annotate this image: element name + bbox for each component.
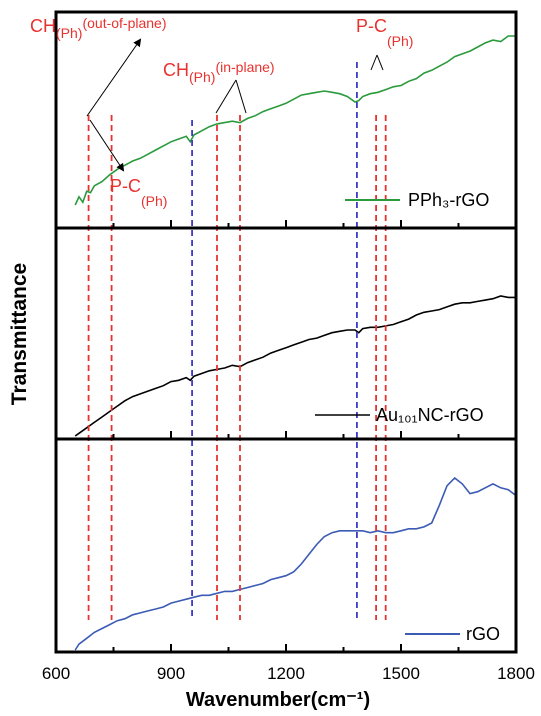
marker-lines-group xyxy=(87,62,387,620)
annotation-group: CH(Ph)(out-of-plane) CH(Ph)(in-plane) P-… xyxy=(30,15,413,209)
series-line-0 xyxy=(74,35,516,206)
series-line-2 xyxy=(74,476,517,651)
x-tick-label: 600 xyxy=(42,664,70,683)
legend-label-au101: Au₁₀₁NC-rGO xyxy=(376,405,484,425)
panels-group xyxy=(74,35,517,651)
annotation-pc-left: P-C(Ph) xyxy=(110,176,167,209)
x-tick-label: 1200 xyxy=(267,664,305,683)
annotation-ch-in-plane: CH(Ph)(in-plane) xyxy=(163,59,275,85)
legend-group: PPh₃-rGO Au₁₀₁NC-rGO rGO xyxy=(315,190,500,644)
arrow-pc-right-a xyxy=(370,54,378,71)
arrow-in-plane-b xyxy=(235,79,247,114)
legend-label-rgo: rGO xyxy=(466,624,500,644)
arrow-pc-right-b xyxy=(376,54,384,71)
x-tick-label: 1800 xyxy=(497,664,535,683)
x-axis-label: Wavenumber(cm⁻¹) xyxy=(186,689,370,711)
annotation-pc-right: P-C(Ph) xyxy=(356,16,413,49)
arrow-in-plane-a xyxy=(215,79,237,114)
x-tick-labels: 600 900 1200 1500 1800 xyxy=(42,664,535,683)
legend-label-pph3: PPh₃-rGO xyxy=(408,190,489,210)
series-line-1 xyxy=(74,295,516,437)
x-tick-label: 900 xyxy=(157,664,185,683)
x-tick-label: 1500 xyxy=(382,664,420,683)
arrow-pc-left xyxy=(89,119,125,172)
frame-group xyxy=(54,10,518,654)
annotation-ch-out-of-plane: CH(Ph)(out-of-plane) xyxy=(30,15,167,41)
plot-frame xyxy=(54,10,518,654)
arrow-out-of-plane xyxy=(86,38,142,117)
y-axis-label: Transmittance xyxy=(8,263,31,405)
